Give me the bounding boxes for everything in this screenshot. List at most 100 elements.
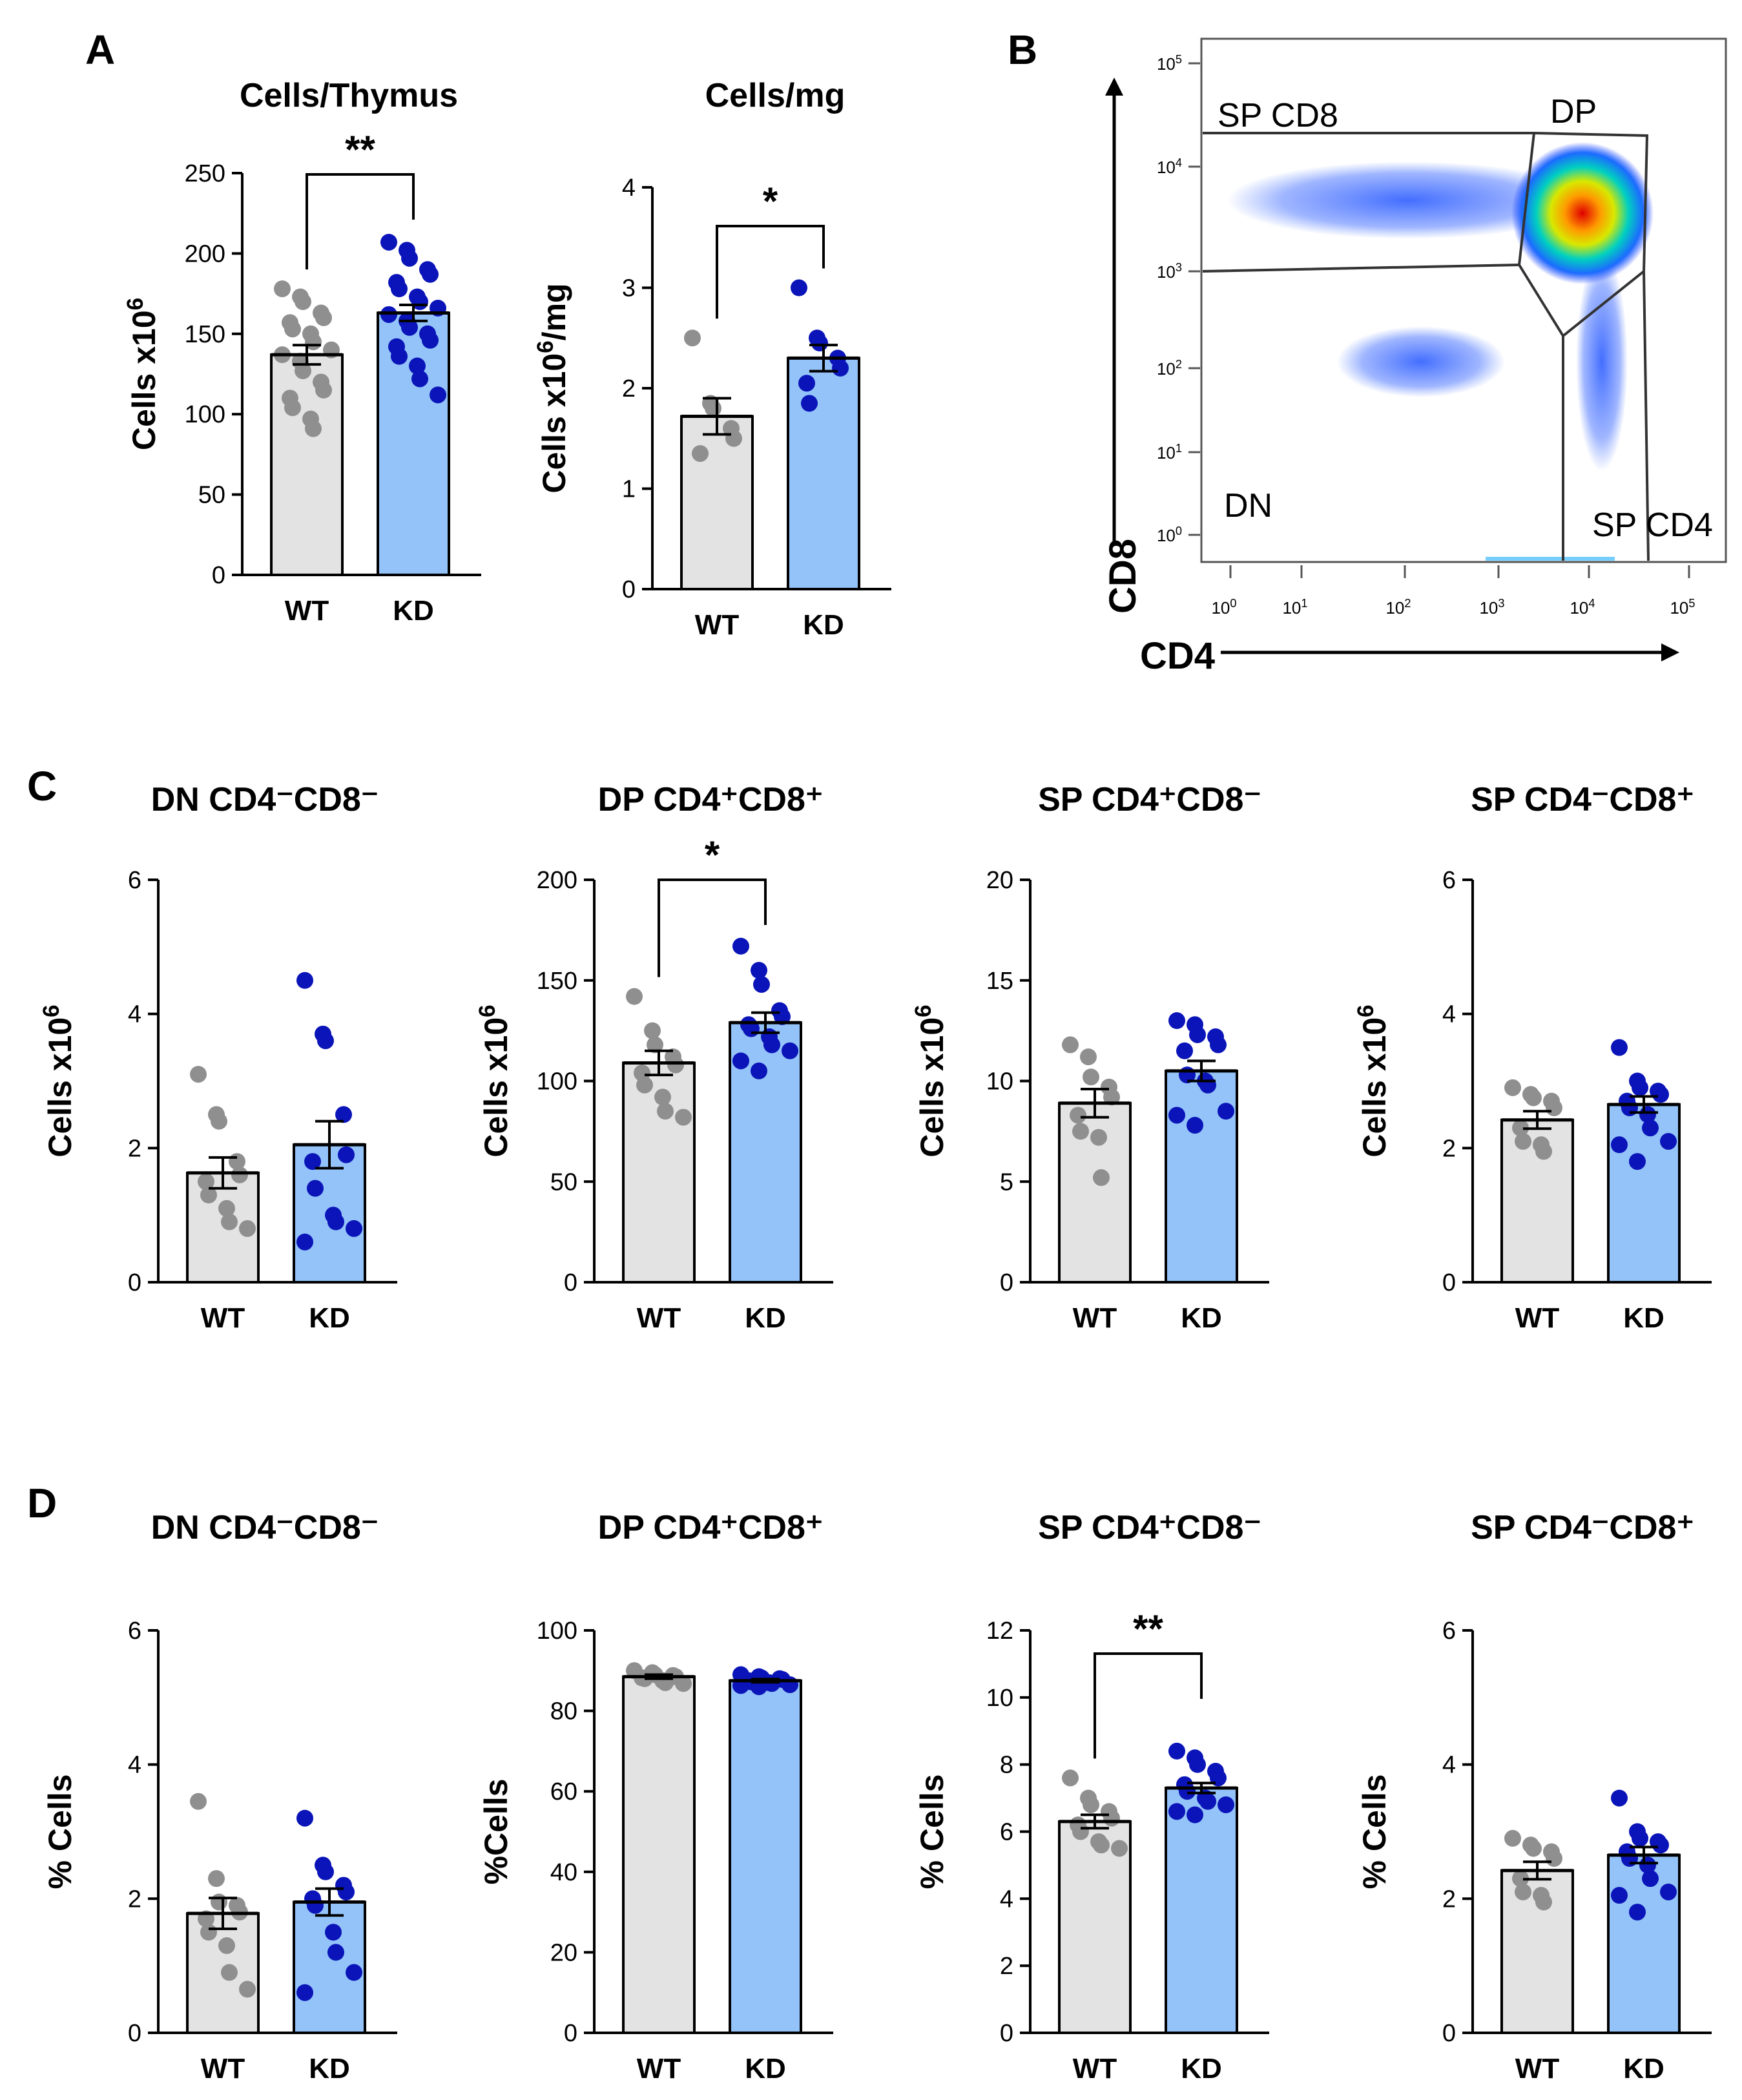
chart-title: Cells/Thymus (240, 77, 458, 114)
flow-density-clouds (1227, 142, 1654, 561)
data-point-wt (1083, 1796, 1099, 1813)
data-point-wt (1070, 1107, 1086, 1124)
data-point-kd (335, 1106, 352, 1123)
data-point-kd (296, 972, 313, 989)
y-tick-label: 2 (128, 1886, 141, 1913)
category-label: WT (1073, 1302, 1117, 1334)
data-point-wt (200, 1924, 217, 1941)
data-point-wt (1080, 1048, 1097, 1066)
data-point-kd (296, 1809, 313, 1827)
chart-c3: SP CD4⁺CD8⁻ 0 5 10 15 20 Cells x106 WT KD (911, 781, 1269, 1334)
significance-stars: ** (1133, 1607, 1163, 1650)
data-point-kd (1187, 1117, 1203, 1134)
significance-bracket (306, 173, 415, 270)
gate-sp-cd8 (1202, 132, 1536, 273)
data-point-kd (401, 318, 418, 336)
panel-label-a: A (85, 26, 116, 73)
data-point-kd (317, 1863, 334, 1880)
cd4-axis-events (1486, 557, 1615, 561)
data-point-wt (657, 1103, 674, 1120)
y-tick-label: 200 (537, 867, 577, 894)
y-tick-label: 20 (550, 1939, 577, 1966)
data-point-wt (190, 1793, 207, 1810)
y-axis-label: Cells x106 (123, 298, 163, 450)
y-tick-label: 4 (128, 1752, 141, 1779)
data-point-wt (239, 1980, 256, 1998)
y-tick-label: 15 (986, 968, 1013, 995)
data-point-wt (274, 280, 291, 298)
y-tick-label: 2 (128, 1135, 141, 1162)
data-point-wt (200, 1187, 217, 1204)
data-point-kd (317, 1032, 334, 1050)
chart-title: DP CD4⁺CD8⁺ (598, 781, 824, 818)
data-point-kd (401, 249, 418, 267)
category-label: WT (1515, 1302, 1560, 1334)
category-label: KD (745, 1302, 786, 1334)
data-point-kd (1652, 1086, 1669, 1103)
cd4-tick-label: 102 (1385, 597, 1411, 618)
data-point-kd (391, 348, 408, 365)
gate-label-sp-cd8: SP CD8 (1218, 97, 1338, 134)
data-point-kd (1218, 1796, 1234, 1813)
data-point-kd (422, 331, 439, 349)
chart-a2: Cells/mg 0 1 2 3 4 Cells x106/mg WT KD * (533, 77, 891, 641)
data-point-kd (430, 386, 446, 404)
data-point-kd (327, 1213, 344, 1231)
data-point-kd (1629, 1153, 1646, 1170)
y-tick-label: 3 (622, 275, 636, 302)
data-point-kd (1168, 1742, 1185, 1760)
y-tick-label: 6 (128, 867, 141, 894)
y-axis-label: Cells x106/mg (533, 283, 573, 493)
chart-title: SP CD4⁻CD8⁺ (1471, 1509, 1694, 1546)
data-point-wt (221, 1213, 238, 1231)
y-tick-label: 50 (198, 482, 225, 509)
cd4-tick-label: 101 (1282, 597, 1307, 618)
y-tick-label: 6 (1000, 1819, 1013, 1846)
data-point-wt (239, 1220, 256, 1237)
data-point-kd (391, 280, 408, 298)
data-point-kd (753, 975, 770, 993)
cd8-tick-label: 103 (1157, 261, 1182, 282)
category-label: WT (695, 609, 740, 641)
cd4-arrowhead (1661, 643, 1679, 661)
bar-kd (1165, 1069, 1238, 1284)
gate-label-dp: DP (1550, 93, 1597, 130)
category-label: KD (393, 595, 434, 627)
data-point-kd (1611, 1887, 1628, 1904)
significance-bracket (658, 878, 767, 977)
cd4-axis-label: CD4 (1140, 635, 1215, 677)
data-point-kd (1176, 1042, 1193, 1059)
data-point-wt (1546, 1099, 1562, 1117)
y-tick-label: 8 (1000, 1752, 1013, 1779)
bar-wt (622, 1675, 696, 2034)
chart-title: DP CD4⁺CD8⁺ (598, 1509, 824, 1546)
data-point-kd (409, 357, 426, 375)
data-point-kd (782, 1676, 798, 1694)
category-label: KD (745, 2053, 786, 2084)
data-point-wt (1090, 1128, 1107, 1146)
data-point-wt (1072, 1123, 1089, 1140)
y-tick-label: 4 (1000, 1886, 1013, 1913)
y-tick-label: 100 (537, 1617, 577, 1645)
y-tick-label: 10 (986, 1068, 1013, 1096)
y-tick-label: 4 (622, 174, 636, 202)
data-point-wt (211, 1893, 227, 1911)
data-point-kd (1611, 1136, 1628, 1154)
data-point-kd (304, 1153, 321, 1170)
data-point-wt (725, 430, 742, 447)
data-point-wt (626, 988, 643, 1005)
y-tick-label: 6 (1442, 867, 1456, 894)
cd4-tick-label: 103 (1479, 597, 1504, 618)
y-tick-label: 10 (986, 1685, 1013, 1712)
data-point-kd (1189, 1756, 1206, 1773)
y-tick-label: 0 (212, 562, 225, 589)
category-label: KD (1623, 1302, 1664, 1334)
y-tick-label: 80 (550, 1698, 577, 1725)
data-point-kd (307, 1897, 324, 1914)
bar-kd (377, 311, 450, 576)
bar-kd (1165, 1787, 1238, 2034)
y-tick-label: 0 (1000, 1269, 1013, 1296)
y-tick-label: 60 (550, 1778, 577, 1805)
flow-cytometry-plot: SP CD8 DP DN SP CD4 100 100 101 101 102 102 10… (1102, 37, 1727, 677)
y-axis-label: % Cells (1356, 1774, 1393, 1889)
